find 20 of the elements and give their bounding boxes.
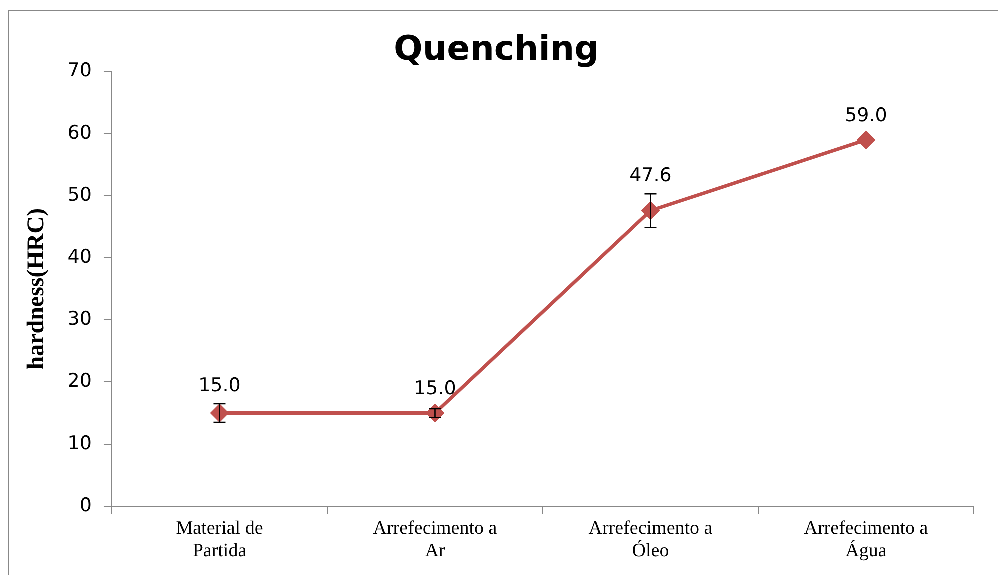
y-tick-label: 0 [80,494,92,516]
x-tick-label: Arrefecimento a Óleo [588,518,714,562]
y-tick-label: 10 [68,432,92,454]
data-label: 47.6 [630,164,672,187]
y-tick-label: 40 [68,246,92,268]
y-tick-label: 50 [68,184,92,206]
point [857,131,875,149]
y-tick-label: 20 [68,370,92,392]
y-tick-label: 70 [68,60,92,82]
x-tick-label: Material de Partida [176,518,264,562]
y-tick-label: 30 [68,308,92,330]
point [426,404,444,422]
x-tick-label: Arrefecimento a Ar [373,518,498,562]
y-tick-label: 60 [68,122,92,144]
data-label: 15.0 [414,378,456,400]
data-label: 59.0 [845,104,888,127]
x-tick-label: Arrefecimento a Água [804,518,929,562]
data-label: 15.0 [198,374,241,396]
y-axis-title: hardness(HRC) [24,208,50,370]
chart-title: Quenching [394,29,599,70]
